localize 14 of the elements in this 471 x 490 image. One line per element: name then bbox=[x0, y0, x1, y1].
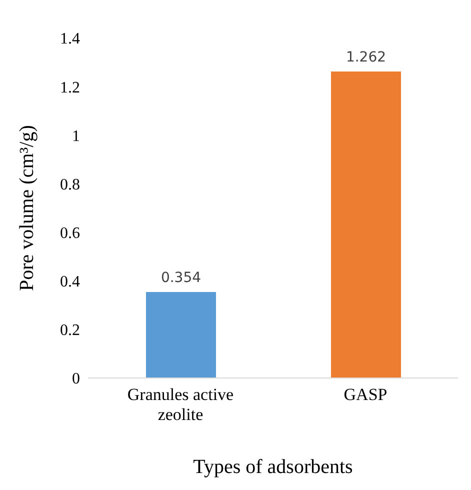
y-tick-label: 0.4 bbox=[60, 274, 80, 291]
x-axis-title: Types of adsorbents bbox=[193, 456, 354, 478]
y-tick-label: 0.6 bbox=[60, 224, 80, 242]
y-tick-label: 0.2 bbox=[60, 322, 80, 340]
data-label: 0.354 bbox=[160, 270, 202, 286]
data-label: 1.262 bbox=[346, 50, 386, 66]
y-tick-label: 0.8 bbox=[60, 176, 80, 194]
y-tick-label: 1.2 bbox=[60, 79, 80, 96]
y-tick-label: 1 bbox=[72, 128, 80, 145]
y-tick-label: 0 bbox=[72, 370, 80, 388]
y-axis-title: Pore volume (cm³/g) bbox=[16, 125, 38, 291]
y-tick-label: 1.4 bbox=[60, 30, 80, 48]
x-tick-label: Granules active zeolite bbox=[127, 385, 234, 424]
x-tick-label: GASP bbox=[344, 385, 388, 404]
